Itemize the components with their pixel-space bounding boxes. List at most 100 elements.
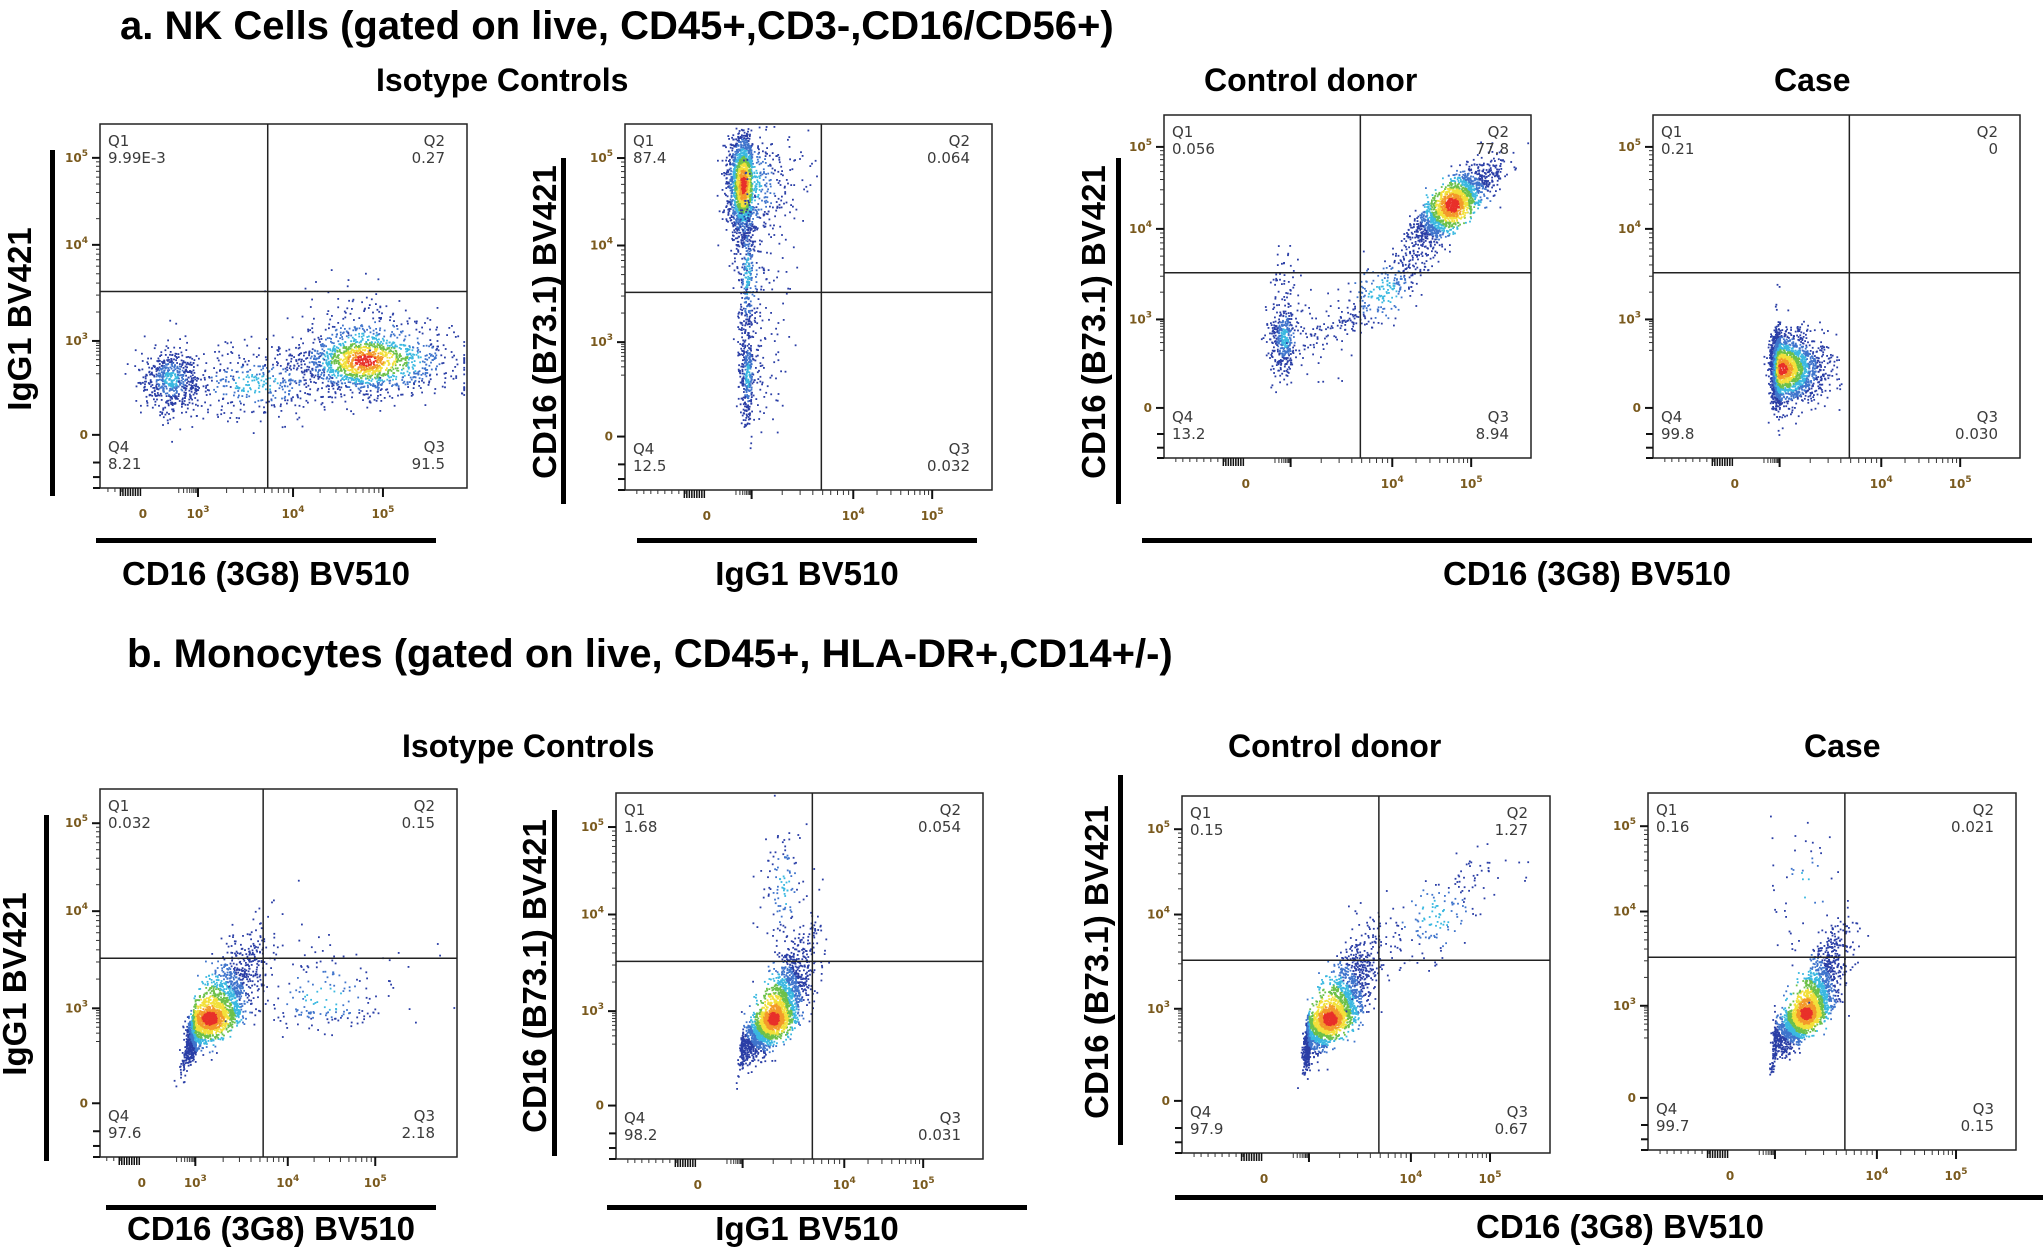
event-dot [351, 308, 353, 310]
event-dot [369, 327, 372, 330]
event-dot [366, 375, 369, 378]
event-dot [770, 236, 772, 238]
event-dot [348, 372, 351, 375]
event-dot [352, 366, 354, 369]
event-dot [740, 220, 743, 222]
event-dot [370, 343, 373, 346]
event-dot [431, 346, 434, 349]
event-dot [170, 360, 173, 362]
event-dot [802, 220, 804, 222]
event-dot [167, 356, 169, 359]
event-dot [749, 367, 752, 370]
event-dot [335, 360, 338, 363]
event-dot [351, 396, 353, 399]
event-dot [755, 183, 758, 186]
event-dot [411, 357, 414, 360]
event-dot [762, 168, 765, 171]
event-dot [329, 368, 332, 371]
event-dot [304, 379, 307, 382]
event-dot [194, 388, 197, 390]
event-dot [741, 246, 744, 249]
event-dot [432, 355, 434, 357]
event-dot [463, 382, 466, 385]
event-dot [331, 325, 334, 328]
event-dot [746, 137, 749, 139]
event-dot [763, 226, 766, 228]
event-dot [337, 368, 339, 371]
event-dot [162, 424, 164, 426]
event-dot [379, 305, 382, 308]
event-dot [737, 211, 740, 214]
event-dot [750, 193, 753, 196]
event-dot [342, 345, 345, 347]
event-dot [224, 370, 227, 373]
event-dot [390, 333, 393, 336]
event-dot [752, 330, 755, 333]
event-dot [242, 363, 244, 366]
event-dot [750, 162, 753, 165]
event-dot [764, 151, 767, 154]
event-dot [764, 225, 767, 228]
event-dot [369, 352, 372, 354]
event-dot [729, 201, 732, 204]
event-dot [367, 382, 370, 384]
event-dot [736, 177, 739, 180]
event-dot [144, 383, 146, 386]
event-dot [196, 399, 199, 402]
b2-x-axis-rule [607, 1205, 1027, 1210]
event-dot [759, 315, 762, 318]
event-dot [770, 312, 772, 314]
event-dot [746, 238, 749, 240]
b2-y-axis-title: CD16 (B73.1) BV421 [516, 801, 554, 1151]
event-dot [751, 166, 753, 169]
event-dot [731, 190, 734, 193]
event-dot [146, 388, 148, 391]
event-dot [757, 208, 760, 211]
event-dot [413, 353, 415, 356]
event-dot [729, 186, 731, 188]
event-dot [143, 335, 146, 338]
event-dot [326, 354, 329, 357]
event-dot [242, 387, 245, 390]
event-dot [339, 366, 342, 369]
event-dot [163, 369, 166, 372]
a3-y-axis-title: CD16 (B73.1) BV421 [1075, 147, 1113, 497]
event-dot [174, 395, 177, 398]
event-dot [765, 278, 768, 280]
event-dot [219, 363, 222, 366]
event-dot [359, 355, 362, 358]
event-dot [732, 173, 735, 176]
event-dot [350, 369, 352, 371]
event-dot [745, 225, 748, 228]
event-dot [154, 400, 157, 403]
event-dot [378, 381, 380, 384]
event-dot [359, 347, 362, 350]
event-dot [397, 358, 400, 360]
event-dot [745, 158, 748, 160]
a1-x-axis-title: CD16 (3G8) BV510 [96, 555, 436, 593]
event-dot [367, 339, 369, 341]
event-dot [253, 376, 255, 379]
event-dot [725, 164, 728, 167]
event-dot [744, 297, 746, 300]
event-dot [717, 159, 719, 162]
event-dot [740, 201, 742, 204]
event-dot [723, 209, 725, 212]
event-dot [746, 265, 749, 268]
event-dot [331, 341, 333, 344]
event-dot [342, 324, 344, 327]
event-dot [739, 164, 742, 167]
event-dot [741, 140, 744, 143]
event-dot [376, 364, 378, 366]
event-dot [276, 361, 278, 363]
event-dot [410, 394, 413, 397]
event-dot [383, 397, 386, 399]
event-dot [740, 152, 743, 155]
a2-x-axis-title: IgG1 BV510 [637, 555, 977, 593]
event-dot [442, 344, 445, 347]
event-dot [782, 302, 784, 305]
event-dot [743, 142, 745, 144]
event-dot [770, 171, 773, 174]
event-dot [750, 185, 753, 188]
event-dot [290, 399, 293, 402]
